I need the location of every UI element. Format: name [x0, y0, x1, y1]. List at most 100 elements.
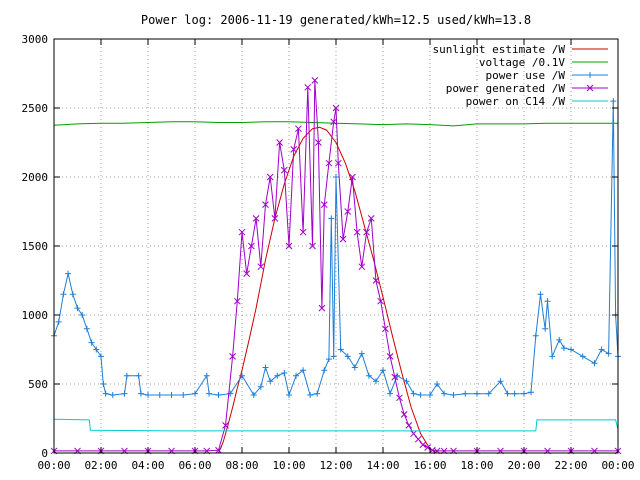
data-point — [137, 390, 144, 397]
data-point — [274, 372, 281, 379]
data-point — [243, 270, 251, 277]
data-point — [497, 378, 504, 385]
data-point — [521, 390, 527, 397]
data-point — [462, 390, 469, 397]
data-point — [250, 392, 257, 399]
legend-label: power generated /W — [446, 82, 566, 95]
data-point — [229, 353, 236, 360]
data-point — [290, 146, 298, 153]
data-point — [304, 83, 312, 91]
data-point — [387, 390, 394, 397]
x-tick-label: 14:00 — [366, 459, 399, 472]
y-tick-label: 2000 — [22, 171, 49, 184]
data-point — [344, 353, 351, 360]
data-point — [427, 392, 433, 399]
data-point — [591, 360, 598, 367]
data-point — [121, 390, 128, 397]
data-point — [353, 228, 361, 236]
data-point — [532, 332, 539, 339]
data-point — [414, 435, 422, 443]
data-point — [83, 325, 90, 332]
data-point — [579, 353, 586, 360]
data-point — [145, 392, 151, 399]
data-point — [286, 392, 292, 399]
data-point — [358, 263, 366, 271]
series-line-1 — [53, 121, 618, 127]
data-point — [55, 318, 62, 325]
data-point — [180, 392, 187, 399]
chart-title: Power log: 2006-11-19 generated/kWh=12.5… — [141, 13, 531, 27]
data-point — [295, 125, 302, 133]
y-tick-label: 1500 — [22, 240, 49, 253]
x-tick-label: 04:00 — [131, 459, 164, 472]
y-tick-label: 2500 — [22, 102, 49, 115]
data-point — [285, 242, 293, 250]
x-tick-label: 08:00 — [225, 459, 258, 472]
data-point — [325, 159, 333, 167]
data-point — [276, 139, 283, 146]
legend-label: power on C14 /W — [466, 95, 566, 108]
x-tick-label: 12:00 — [319, 459, 352, 472]
x-tick-label: 10:00 — [272, 459, 305, 472]
data-point — [300, 367, 307, 374]
data-point — [394, 372, 401, 379]
data-point — [372, 378, 379, 385]
data-point — [328, 215, 335, 222]
y-tick-label: 500 — [28, 378, 48, 391]
data-point — [315, 139, 322, 146]
data-point — [156, 392, 163, 399]
x-tick-label: 00:00 — [601, 459, 634, 472]
data-point — [556, 336, 563, 343]
data-point — [262, 201, 269, 208]
data-point — [320, 201, 328, 208]
data-point — [252, 215, 260, 222]
data-point — [605, 350, 612, 357]
data-point — [98, 353, 104, 360]
data-point — [135, 372, 142, 379]
data-point — [168, 392, 175, 399]
data-point — [233, 297, 241, 305]
data-point — [74, 305, 81, 312]
data-point — [325, 356, 332, 363]
data-point — [192, 390, 198, 397]
data-point — [280, 166, 288, 174]
data-point — [403, 378, 410, 385]
data-point — [215, 392, 222, 399]
data-point — [434, 381, 441, 387]
data-point — [267, 378, 274, 385]
data-point — [537, 291, 544, 298]
data-point — [330, 118, 338, 126]
data-point — [351, 364, 358, 371]
data-point — [257, 263, 265, 271]
data-point — [610, 98, 617, 105]
data-point — [377, 297, 385, 305]
data-point — [367, 215, 375, 222]
data-point — [391, 373, 399, 381]
x-tick-label: 16:00 — [413, 459, 446, 472]
legend-marker — [586, 84, 594, 92]
data-point — [309, 242, 316, 250]
data-point — [349, 173, 356, 181]
data-point — [386, 353, 394, 360]
data-point — [568, 346, 574, 353]
data-point — [528, 389, 535, 396]
legend-marker — [587, 72, 593, 78]
x-tick-label: 00:00 — [37, 459, 70, 472]
series-line-4 — [53, 418, 619, 432]
data-point — [69, 291, 76, 298]
legend-label: sunlight estimate /W — [433, 43, 566, 56]
plot-series — [50, 77, 622, 455]
data-point — [65, 270, 72, 277]
data-point — [450, 392, 457, 399]
data-point — [60, 291, 67, 298]
x-tick-label: 18:00 — [460, 459, 493, 472]
data-point — [299, 228, 307, 236]
data-point — [511, 390, 518, 397]
data-point — [333, 174, 339, 180]
data-point — [542, 325, 549, 332]
data-point — [281, 369, 288, 376]
data-point — [79, 312, 86, 318]
data-point — [381, 325, 389, 333]
